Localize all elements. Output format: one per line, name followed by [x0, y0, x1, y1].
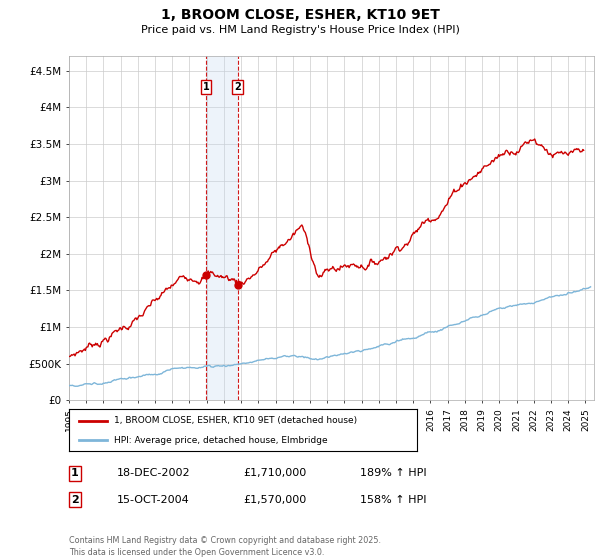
Text: 1, BROOM CLOSE, ESHER, KT10 9ET (detached house): 1, BROOM CLOSE, ESHER, KT10 9ET (detache…: [114, 416, 358, 425]
Text: £1,710,000: £1,710,000: [243, 468, 306, 478]
Text: 2: 2: [71, 494, 79, 505]
Text: 158% ↑ HPI: 158% ↑ HPI: [360, 494, 427, 505]
Text: 1, BROOM CLOSE, ESHER, KT10 9ET: 1, BROOM CLOSE, ESHER, KT10 9ET: [161, 8, 439, 22]
Text: 1: 1: [203, 82, 209, 92]
Text: £1,570,000: £1,570,000: [243, 494, 306, 505]
Text: Contains HM Land Registry data © Crown copyright and database right 2025.
This d: Contains HM Land Registry data © Crown c…: [69, 536, 381, 557]
Text: 1: 1: [71, 468, 79, 478]
Text: 2: 2: [234, 82, 241, 92]
Text: 189% ↑ HPI: 189% ↑ HPI: [360, 468, 427, 478]
Text: 15-OCT-2004: 15-OCT-2004: [117, 494, 190, 505]
Bar: [206, 56, 238, 400]
Text: 18-DEC-2002: 18-DEC-2002: [117, 468, 191, 478]
Text: HPI: Average price, detached house, Elmbridge: HPI: Average price, detached house, Elmb…: [114, 436, 328, 445]
Text: Price paid vs. HM Land Registry's House Price Index (HPI): Price paid vs. HM Land Registry's House …: [140, 25, 460, 35]
